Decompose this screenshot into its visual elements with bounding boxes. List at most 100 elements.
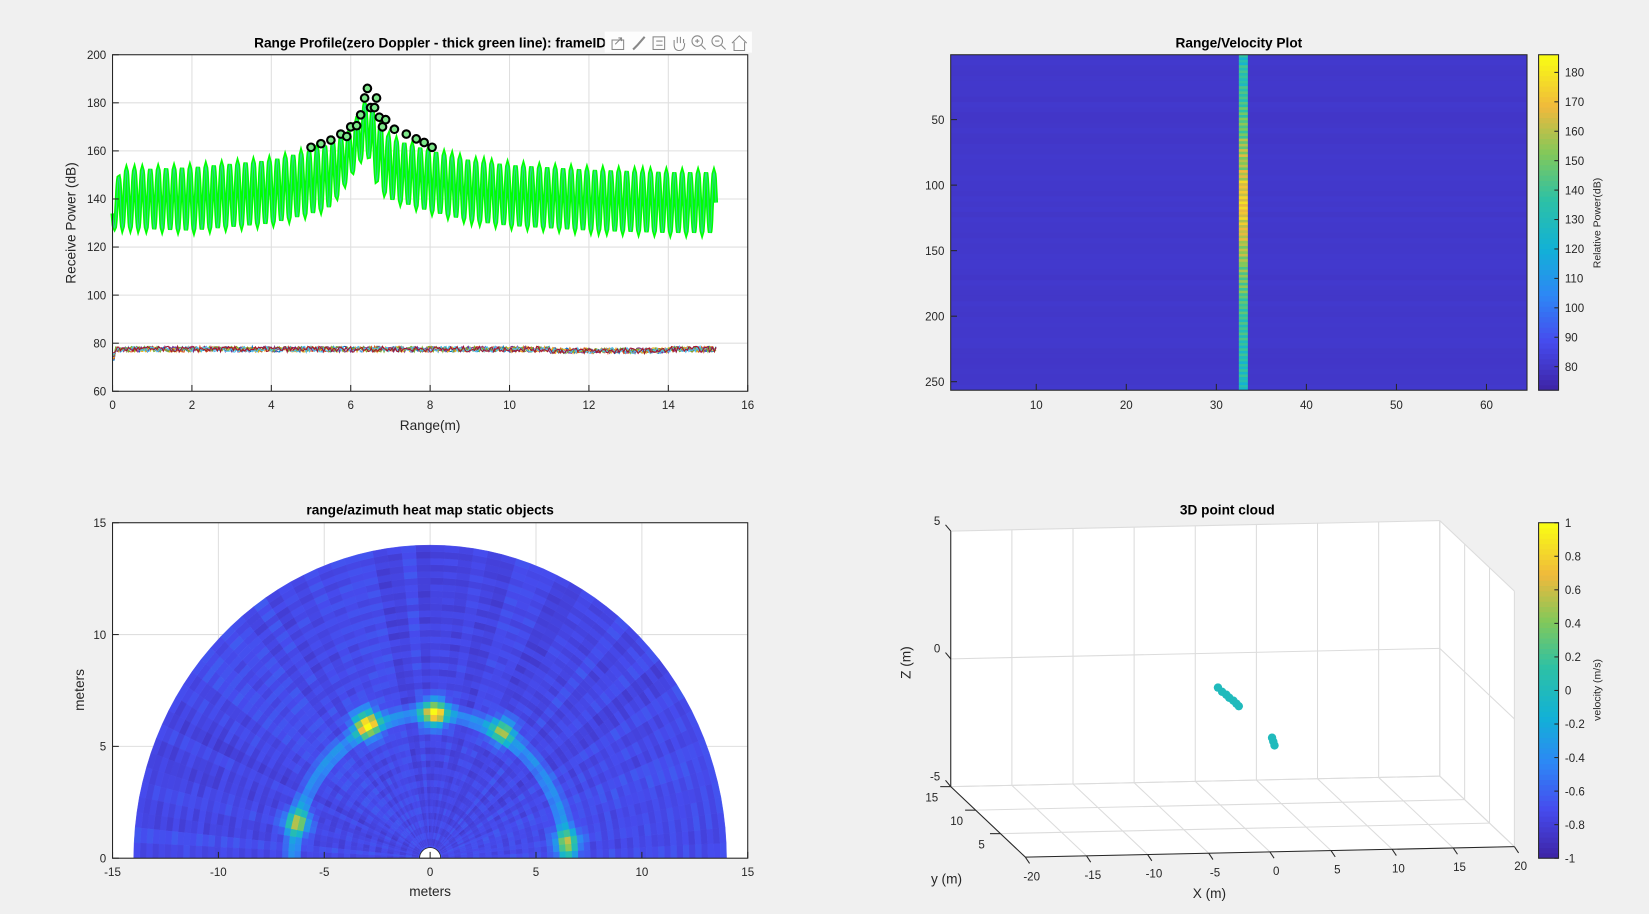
heatmap-cell bbox=[417, 590, 431, 598]
y-tick-label: 150 bbox=[925, 246, 944, 258]
colorbar-segment bbox=[1538, 343, 1559, 349]
x-tick-label: 0 bbox=[1273, 866, 1279, 878]
heatmap-cell bbox=[1238, 167, 1248, 171]
heatmap-cell bbox=[429, 590, 443, 598]
colorbar-segment bbox=[1538, 842, 1559, 849]
x-tick-label: 14 bbox=[662, 400, 675, 412]
pan-icon[interactable] bbox=[673, 36, 686, 52]
heatmap-cell bbox=[657, 833, 665, 847]
legend-icon[interactable] bbox=[652, 36, 666, 51]
y-tick-label: 120 bbox=[87, 242, 106, 254]
colorbar-segment bbox=[1538, 75, 1559, 82]
grid-line bbox=[1317, 778, 1393, 850]
heatmap-cell bbox=[374, 852, 382, 856]
colorbar-segment bbox=[1538, 379, 1559, 386]
heatmap-cell bbox=[1238, 246, 1248, 250]
heatmap-cell bbox=[331, 842, 339, 849]
z-axis-label: Z (m) bbox=[899, 646, 914, 679]
heatmap-cell bbox=[1238, 230, 1248, 234]
z-tick bbox=[945, 779, 952, 787]
export-icon[interactable] bbox=[611, 37, 625, 51]
range-velocity-plot[interactable]: 10 20 30 40 50 60 50 100 150 200 250 Range/Velocit… bbox=[925, 35, 1604, 412]
detected-peak-marker bbox=[380, 114, 391, 125]
heatmap-cell bbox=[244, 838, 253, 850]
heatmap-cell bbox=[1238, 141, 1248, 145]
heatmap-cell bbox=[331, 847, 339, 854]
heatmap-cell bbox=[1238, 298, 1248, 302]
heatmap-cell bbox=[417, 584, 431, 592]
heatmap-cell bbox=[515, 848, 523, 854]
heatmap-cell bbox=[1238, 78, 1248, 82]
x-tick-label: -10 bbox=[1146, 869, 1163, 881]
heatmap-cell bbox=[421, 681, 431, 690]
z-tick bbox=[945, 524, 952, 532]
heatmap-cell bbox=[1238, 311, 1248, 315]
heatmap-cell bbox=[1238, 308, 1248, 312]
heatmap-cell bbox=[263, 840, 271, 851]
heatmap-cell bbox=[1238, 225, 1248, 229]
heatmap-cell bbox=[1238, 99, 1248, 103]
brush-icon[interactable] bbox=[632, 36, 646, 51]
heatmap-cell bbox=[719, 842, 727, 859]
colorbar-segment bbox=[1538, 784, 1559, 791]
heatmap-cell bbox=[1238, 204, 1248, 208]
heatmap-cell bbox=[275, 849, 283, 859]
heatmap-cell bbox=[207, 834, 216, 848]
heatmap-cell bbox=[644, 834, 653, 848]
heatmap-cell bbox=[1238, 94, 1248, 97]
x-tick-label: 12 bbox=[583, 400, 596, 412]
heatmap-cell bbox=[429, 733, 437, 742]
heatmap-cell bbox=[1238, 172, 1248, 176]
colorbar-segment bbox=[1538, 695, 1559, 702]
colorbar-segment bbox=[1538, 185, 1559, 192]
x-tick bbox=[1513, 846, 1520, 854]
colorbar-segment bbox=[1538, 564, 1559, 571]
range-azimuth-heatmap[interactable]: -15 -10 -5 0 5 10 15 0 5 10 15 range/azimuth heat … bbox=[72, 502, 754, 899]
zoom-in-icon[interactable] bbox=[691, 35, 707, 50]
colorbar-segment bbox=[1538, 847, 1559, 854]
heatmap-cell bbox=[232, 837, 240, 849]
heatmap-cell bbox=[164, 844, 172, 859]
zoom-out-icon[interactable] bbox=[711, 35, 727, 50]
heatmap-cell bbox=[189, 845, 196, 859]
heatmap-cell bbox=[417, 721, 425, 729]
heatmap-cell bbox=[442, 590, 456, 599]
x-tick-label: 60 bbox=[1480, 400, 1493, 412]
colorbar-segment bbox=[1538, 316, 1559, 323]
colorbar-segment bbox=[1538, 353, 1559, 360]
heatmap-cell bbox=[435, 734, 442, 742]
heatmap-cell bbox=[1238, 65, 1248, 69]
colorbar-tick-label: 130 bbox=[1565, 215, 1584, 227]
detected-peak-marker bbox=[371, 93, 382, 103]
y-tick-label: 200 bbox=[925, 311, 944, 323]
heatmap-cell bbox=[152, 829, 160, 845]
heatmap-cell bbox=[547, 851, 554, 859]
heatmap-cell bbox=[627, 847, 635, 859]
y-tick-label: 10 bbox=[93, 630, 106, 642]
heatmap-cell bbox=[1238, 219, 1248, 223]
range-profile-plot[interactable]: 0 2 4 6 8 10 12 14 16 60 80 100 120 140 160 180 200 Rang… bbox=[64, 31, 754, 434]
colorbar-segment bbox=[1538, 763, 1559, 770]
colorbar-segment bbox=[1538, 369, 1559, 375]
heatmap-cell bbox=[238, 838, 246, 849]
colorbar-segment bbox=[1538, 107, 1559, 113]
detected-peak-marker bbox=[411, 134, 422, 144]
z-tick bbox=[945, 652, 952, 660]
colorbar-segment bbox=[1538, 143, 1559, 150]
heatmap-cell bbox=[1238, 290, 1248, 294]
heatmap-cell bbox=[355, 850, 363, 855]
heatmap-cell bbox=[1238, 382, 1248, 386]
heatmap-cell bbox=[429, 688, 439, 696]
heatmap-cell bbox=[528, 847, 536, 854]
heatmap-cell bbox=[438, 655, 450, 664]
home-icon[interactable] bbox=[731, 35, 748, 52]
heatmap-cell bbox=[270, 833, 278, 843]
heatmap-cell bbox=[343, 853, 351, 859]
colorbar-segment bbox=[1538, 332, 1559, 339]
heatmap-cell bbox=[403, 577, 418, 586]
heatmap-cell bbox=[439, 636, 451, 645]
heatmap-cell bbox=[423, 720, 431, 729]
colorbar-segment bbox=[1538, 196, 1559, 202]
heatmap-cell bbox=[429, 655, 440, 663]
